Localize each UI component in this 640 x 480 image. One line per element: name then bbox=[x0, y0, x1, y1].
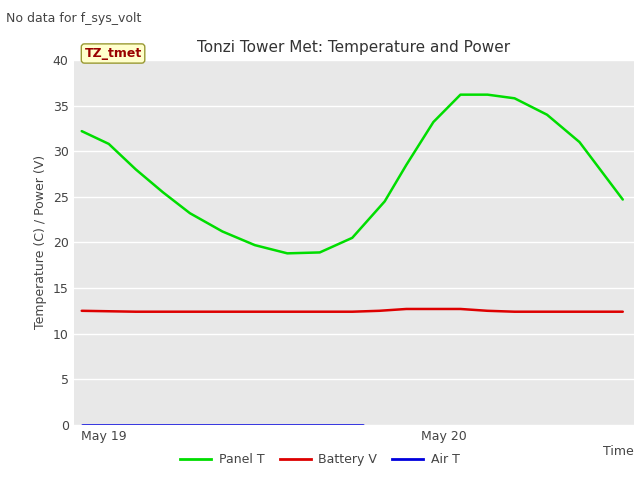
Y-axis label: Temperature (C) / Power (V): Temperature (C) / Power (V) bbox=[35, 156, 47, 329]
Text: TZ_tmet: TZ_tmet bbox=[84, 47, 141, 60]
Text: No data for f_sys_volt: No data for f_sys_volt bbox=[6, 12, 142, 25]
Title: Tonzi Tower Met: Temperature and Power: Tonzi Tower Met: Temperature and Power bbox=[197, 40, 510, 55]
Legend: Panel T, Battery V, Air T: Panel T, Battery V, Air T bbox=[175, 448, 465, 471]
X-axis label: Time: Time bbox=[603, 445, 634, 458]
